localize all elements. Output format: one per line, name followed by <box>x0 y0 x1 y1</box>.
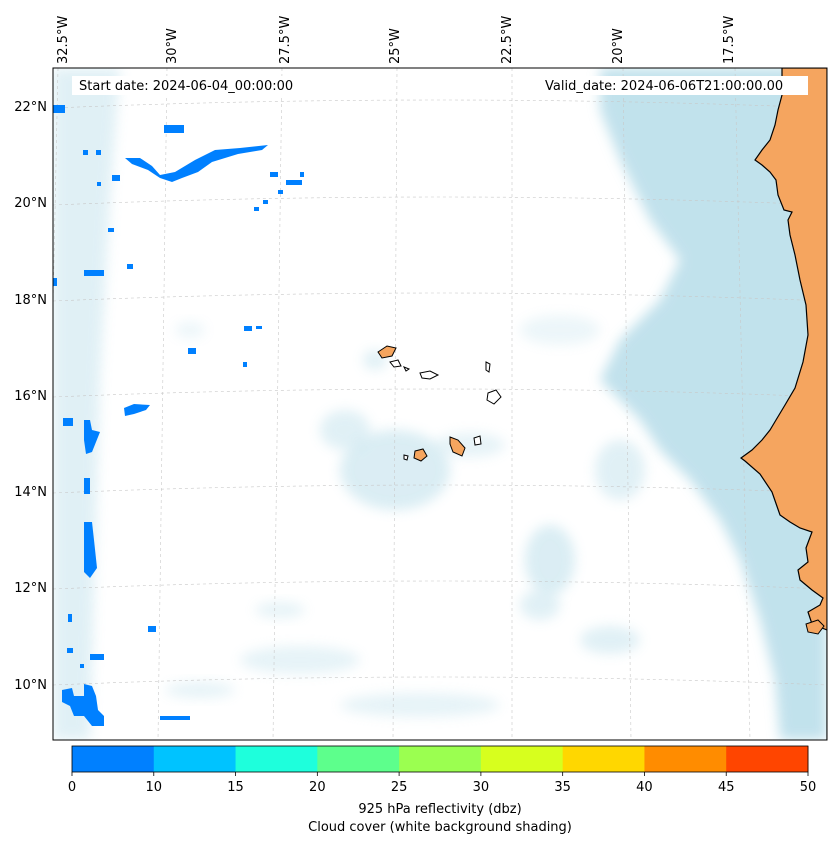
colorbar-segment <box>562 746 645 772</box>
reflectivity-patches <box>53 105 304 726</box>
lon-label: 27.5°W <box>278 16 293 64</box>
colorbar-frame <box>71 745 809 773</box>
lon-label: 25°W <box>388 28 403 64</box>
colorbar-tick-label: 45 <box>718 780 735 795</box>
colorbar-tick-label: 15 <box>227 780 244 795</box>
colorbar-segment <box>153 746 237 772</box>
africa-coast-landmass <box>739 68 827 740</box>
lon-label: 20°W <box>611 28 626 64</box>
map-frame <box>52 67 828 741</box>
graticule <box>53 68 827 740</box>
colorbar-tick-label: 10 <box>146 780 163 795</box>
colorbar-tick-label: 25 <box>391 780 408 795</box>
colorbar-tick-label: 40 <box>636 780 653 795</box>
lon-label: 32.5°W <box>56 16 71 64</box>
coastal-islet <box>805 619 825 635</box>
lat-label: 18°N <box>14 293 47 308</box>
colorbar-tick-label: 35 <box>554 780 571 795</box>
cabo-verde-islands <box>377 345 502 462</box>
lat-label: 14°N <box>14 485 47 500</box>
lat-label: 12°N <box>14 581 47 596</box>
valid-date-box <box>540 76 808 95</box>
lon-label: 22.5°W <box>500 16 515 64</box>
colorbar-ticks: 0 10 15 20 25 30 35 40 45 50 <box>68 772 816 795</box>
longitude-labels: 32.5°W 30°W 27.5°W 25°W 22.5°W 20°W 17.5… <box>56 16 737 64</box>
map-content <box>53 68 827 740</box>
valid-date-label: Valid_date: 2024-06-06T21:00:00.00 <box>545 79 783 94</box>
start-date-box <box>72 76 310 95</box>
colorbar-segment <box>644 746 727 772</box>
colorbar-segment <box>399 746 482 772</box>
colorbar: 0 10 15 20 25 30 35 40 45 50 925 hPa reflectivity… <box>68 745 816 835</box>
lon-label: 17.5°W <box>722 16 737 64</box>
latitude-labels: 22°N 20°N 18°N 16°N 14°N 12°N 10°N <box>14 100 47 693</box>
start-date-label: Start date: 2024-06-04_00:00:00 <box>79 79 293 94</box>
lon-label: 30°W <box>165 28 180 64</box>
colorbar-segment <box>235 746 318 772</box>
lat-label: 22°N <box>14 100 47 115</box>
colorbar-subtitle: Cloud cover (white background shading) <box>308 820 572 835</box>
colorbar-tick-label: 0 <box>68 780 76 795</box>
colorbar-segment <box>317 746 400 772</box>
lat-label: 10°N <box>14 678 47 693</box>
lat-label: 20°N <box>14 196 47 211</box>
colorbar-title: 925 hPa reflectivity (dbz) <box>358 802 521 817</box>
colorbar-segment <box>726 746 809 772</box>
colorbar-tick-label: 50 <box>800 780 817 795</box>
colorbar-tick-label: 30 <box>473 780 490 795</box>
colorbar-boxes <box>72 746 809 772</box>
colorbar-segment <box>480 746 564 772</box>
colorbar-segment <box>72 746 155 772</box>
colorbar-tick-label: 20 <box>309 780 326 795</box>
lat-label: 16°N <box>14 389 47 404</box>
